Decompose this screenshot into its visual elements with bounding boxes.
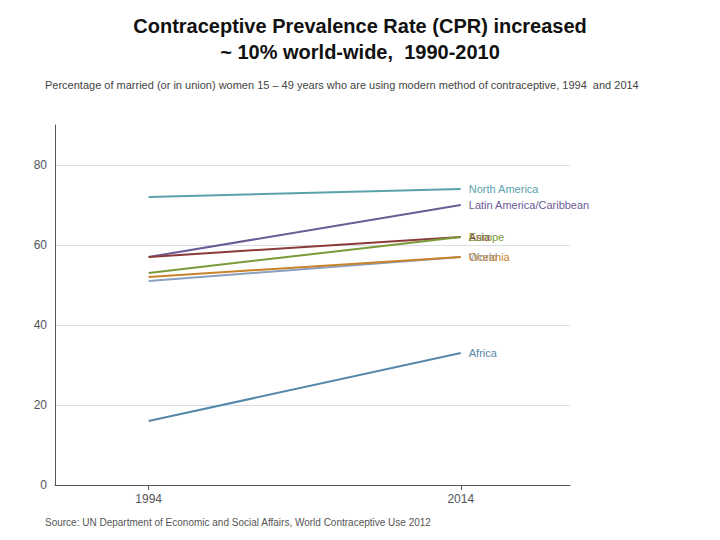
svg-text:1994: 1994 [135,492,162,506]
svg-text:Africa: Africa [469,347,498,359]
svg-text:Latin America/Caribbean: Latin America/Caribbean [469,199,589,211]
svg-text:Oceania: Oceania [469,251,511,263]
svg-text:60: 60 [34,238,48,252]
svg-text:20: 20 [34,398,48,412]
svg-text:40: 40 [34,318,48,332]
svg-text:Source: UN Department of Econo: Source: UN Department of Economic and So… [45,517,431,528]
svg-text:80: 80 [34,158,48,172]
svg-text:~ 10% world-wide, 1990-2010: ~ 10% world-wide, 1990-2010 [220,41,500,63]
svg-text:0: 0 [40,478,47,492]
svg-text:Europe: Europe [469,231,504,243]
svg-text:North America: North America [469,183,540,195]
svg-text:Percentage of married (or in u: Percentage of married (or in union) wome… [45,79,639,91]
svg-text:2014: 2014 [447,492,474,506]
svg-text:Contraceptive Prevalence Rate: Contraceptive Prevalence Rate (CPR) incr… [133,15,587,37]
